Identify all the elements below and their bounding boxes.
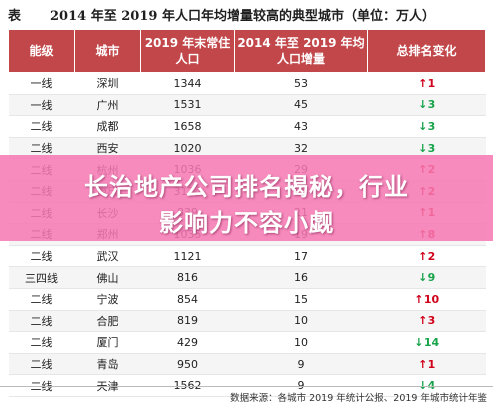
rank-change-value: 3 — [427, 119, 436, 133]
cell-tier: 二线 — [8, 115, 75, 138]
cell-tier: 二线 — [8, 353, 75, 376]
table-row: 三四线 佛山 816 16 ↓9 — [8, 266, 486, 289]
cell-tier: 二线 — [8, 245, 75, 268]
cell-rank-change: ↑1 — [367, 353, 486, 376]
cell-population: 1658 — [140, 115, 235, 138]
cell-increase: 15 — [234, 288, 368, 311]
cell-tier: 二线 — [8, 310, 75, 333]
table-row: 二线 西安 1020 32 ↓3 — [8, 137, 486, 160]
table-row: 二线 武汉 1121 17 ↑2 — [8, 245, 486, 268]
cell-tier: 三四线 — [8, 266, 75, 289]
cell-city: 武汉 — [74, 245, 141, 268]
cell-city: 青岛 — [74, 353, 141, 376]
arrow-up-icon: ↑ — [418, 314, 428, 328]
cell-city: 合肥 — [74, 310, 141, 333]
cell-rank-change: ↑1 — [367, 72, 486, 95]
table-title: 表 2014 年至 2019 年人口年均增量较高的典型城市（单位：万人） — [0, 0, 493, 28]
table-row: 二线 成都 1658 43 ↓3 — [8, 115, 486, 138]
arrow-up-icon: ↑ — [418, 357, 428, 371]
cell-city: 佛山 — [74, 266, 141, 289]
cell-rank-change: ↑10 — [367, 288, 486, 311]
cell-population: 819 — [140, 310, 235, 333]
cell-city: 广州 — [74, 94, 141, 117]
cell-tier: 二线 — [8, 288, 75, 311]
rank-change-value: 1 — [427, 76, 436, 90]
arrow-up-icon: ↑ — [418, 76, 428, 90]
rank-change-value: 3 — [427, 98, 436, 112]
table-row: 二线 青岛 950 9 ↑1 — [8, 353, 486, 376]
cell-population: 816 — [140, 266, 235, 289]
cell-population: 1344 — [140, 72, 235, 95]
table-row: 一线 广州 1531 45 ↓3 — [8, 94, 486, 117]
cell-increase: 43 — [234, 115, 368, 138]
arrow-down-icon: ↓ — [418, 98, 428, 112]
arrow-down-icon: ↓ — [418, 271, 428, 285]
overlay-headline-line1: 长治地产公司排名揭秘，行业 — [84, 173, 409, 201]
table-title-text: 2014 年至 2019 年人口年均增量较高的典型城市（单位：万人） — [50, 8, 435, 24]
overlay-headline-line2: 影响力不容小觑 — [159, 209, 334, 237]
cell-increase: 32 — [234, 137, 368, 160]
header-rank-change: 总排名变化 — [367, 29, 486, 73]
data-source-text: 数据来源：各城市 2019 年统计公报、2019 年城市统计年鉴 — [230, 393, 487, 404]
rank-change-value: 3 — [427, 141, 436, 155]
header-population: 2019 年末常住人口 — [140, 29, 235, 73]
cell-increase: 10 — [234, 310, 368, 333]
cell-population: 429 — [140, 331, 235, 354]
cell-rank-change: ↑3 — [367, 310, 486, 333]
promo-overlay-banner: 长治地产公司排名揭秘，行业 影响力不容小觑 — [0, 155, 493, 241]
rank-change-value: 9 — [427, 271, 436, 285]
rank-change-value: 1 — [427, 357, 436, 371]
cell-city: 深圳 — [74, 72, 141, 95]
cell-tier: 一线 — [8, 72, 75, 95]
cell-increase: 45 — [234, 94, 368, 117]
cell-population: 1121 — [140, 245, 235, 268]
cell-population: 854 — [140, 288, 235, 311]
cell-increase: 9 — [234, 374, 368, 397]
cell-increase: 17 — [234, 245, 368, 268]
cell-tier: 二线 — [8, 137, 75, 160]
cell-population: 950 — [140, 353, 235, 376]
arrow-down-icon: ↓ — [418, 379, 428, 393]
cell-tier: 二线 — [8, 331, 75, 354]
cell-increase: 9 — [234, 353, 368, 376]
header-city: 城市 — [74, 29, 141, 73]
cell-rank-change: ↓9 — [367, 266, 486, 289]
arrow-up-icon: ↑ — [414, 292, 424, 306]
cell-rank-change: ↓3 — [367, 115, 486, 138]
cell-city: 天津 — [74, 374, 141, 397]
arrow-down-icon: ↓ — [418, 141, 428, 155]
cell-rank-change: ↑2 — [367, 245, 486, 268]
cell-increase: 16 — [234, 266, 368, 289]
table-row: 二线 宁波 854 15 ↑10 — [8, 288, 486, 311]
cell-rank-change: ↓3 — [367, 94, 486, 117]
cell-tier: 一线 — [8, 94, 75, 117]
cell-rank-change: ↓4 — [367, 374, 486, 397]
cell-rank-change: ↓3 — [367, 137, 486, 160]
arrow-down-icon: ↓ — [418, 119, 428, 133]
cell-city: 厦门 — [74, 331, 141, 354]
cell-population: 1531 — [140, 94, 235, 117]
cell-increase: 53 — [234, 72, 368, 95]
rank-change-value: 14 — [423, 335, 440, 349]
table-header-row: 能级 城市 2019 年末常住人口 2014 年至 2019 年均人口增量 总排… — [8, 29, 486, 73]
rank-change-value: 3 — [427, 314, 436, 328]
header-increase: 2014 年至 2019 年均人口增量 — [234, 29, 368, 73]
table-label: 表 — [8, 8, 22, 24]
cell-increase: 10 — [234, 331, 368, 354]
rank-change-value: 2 — [427, 249, 436, 263]
table-row: 一线 深圳 1344 53 ↑1 — [8, 72, 486, 95]
header-tier: 能级 — [8, 29, 75, 73]
cell-city: 成都 — [74, 115, 141, 138]
table-row: 二线 合肥 819 10 ↑3 — [8, 310, 486, 333]
table-row: 二线 厦门 429 10 ↓14 — [8, 331, 486, 354]
cell-rank-change: ↓14 — [367, 331, 486, 354]
arrow-down-icon: ↓ — [414, 335, 424, 349]
cell-city: 宁波 — [74, 288, 141, 311]
rank-change-value: 10 — [423, 292, 440, 306]
rank-change-value: 4 — [427, 379, 436, 393]
cell-population: 1562 — [140, 374, 235, 397]
data-source-footer: 数据来源：各城市 2019 年统计公报、2019 年城市统计年鉴 — [0, 386, 493, 406]
arrow-up-icon: ↑ — [418, 249, 428, 263]
